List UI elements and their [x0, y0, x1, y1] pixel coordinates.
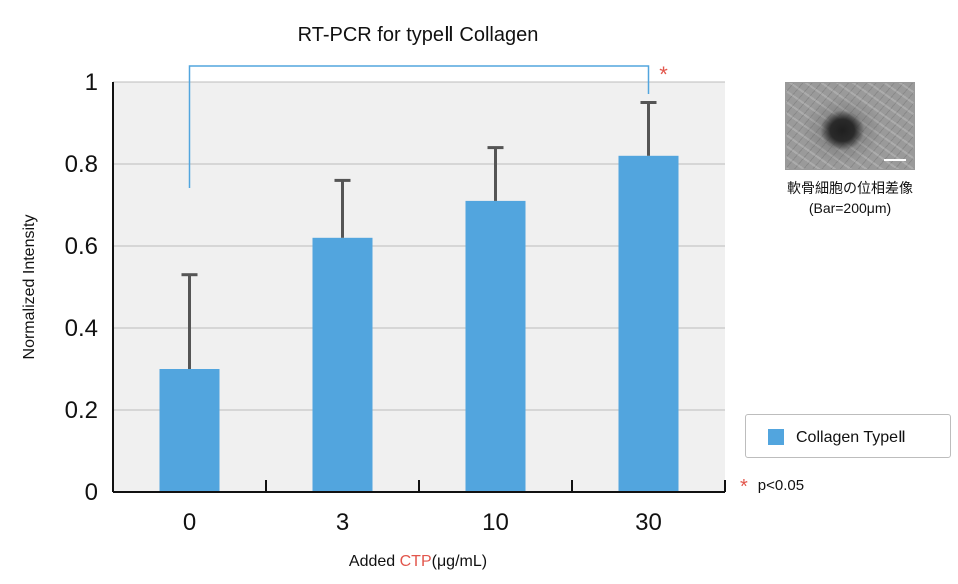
error-bars: [181, 101, 657, 369]
photo-caption-title: 軟骨細胞の位相差像: [787, 180, 913, 196]
x-tick-label: 30: [635, 509, 662, 536]
x-axis-label-suffix: (μg/mL): [432, 553, 487, 570]
bracket-star: *: [659, 62, 668, 87]
bracket-line: [188, 65, 650, 188]
x-tick-label: 3: [336, 509, 349, 536]
y-tick-labels: 0 0.2 0.4 0.6 0.8 1: [65, 69, 98, 506]
x-tick-labels: 0 3 10 30: [183, 509, 662, 536]
x-axis-label: Added CTP(μg/mL): [349, 553, 487, 570]
y-tick-label: 0.6: [65, 233, 98, 260]
x-axis-label-prefix: Added: [349, 553, 400, 570]
x-axis-label-highlight: CTP: [400, 553, 432, 570]
x-tick-label: 10: [482, 509, 509, 536]
axes: [112, 82, 726, 493]
significance-bracket: *: [188, 62, 668, 188]
bars: [159, 155, 679, 493]
legend-swatch: [768, 429, 784, 445]
y-tick-label: 0.2: [65, 397, 98, 424]
significance-star: *: [740, 476, 748, 498]
bar: [312, 237, 373, 492]
chart-title: RT-PCR for typeⅡ Collagen: [298, 24, 539, 46]
x-tick-label: 0: [183, 509, 196, 536]
bar: [465, 200, 526, 492]
cartilage-cell-photo: [785, 82, 915, 170]
bar: [159, 369, 220, 492]
y-axis-label: Normalized Intensity: [21, 215, 38, 360]
legend-label: Collagen TypeⅡ: [796, 429, 906, 446]
legend: Collagen TypeⅡ: [745, 414, 951, 458]
y-tick-label: 0.4: [65, 315, 98, 342]
scale-bar: [884, 159, 906, 161]
y-tick-label: 0: [85, 479, 98, 506]
photo-caption-scale: (Bar=200μm): [808, 200, 892, 216]
significance-note: * p<0.05: [740, 476, 804, 499]
y-tick-label: 0.8: [65, 151, 98, 178]
significance-text: p<0.05: [757, 477, 805, 494]
bar: [618, 155, 679, 493]
y-tick-label: 1: [85, 69, 98, 96]
